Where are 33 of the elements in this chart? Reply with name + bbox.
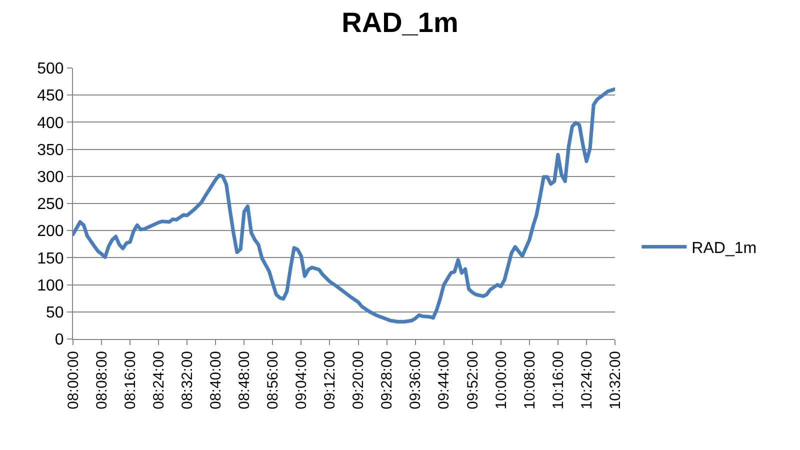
x-tick-label: 08:08:00 [93,351,110,410]
x-tick-label: 09:52:00 [464,351,482,410]
x-tick-label: 08:24:00 [150,351,168,410]
y-tick-label: 450 [37,88,64,105]
y-tick-label: 50 [46,304,64,322]
y-tick-label: 250 [37,196,64,214]
x-tick-label: 08:48:00 [236,351,254,410]
chart-title: RAD_1m [342,6,458,38]
x-tick-label: 09:12:00 [322,351,339,410]
y-tick-label: 350 [37,142,64,159]
y-tick-label: 500 [37,60,64,78]
x-tick-label: 08:32:00 [178,351,196,410]
x-tick-label: 08:40:00 [208,351,225,410]
y-tick-label: 150 [37,250,64,268]
x-tick-label: 09:44:00 [436,351,453,410]
x-tick-label: 08:56:00 [264,351,282,410]
x-tick-label: 09:36:00 [407,351,424,410]
x-tick-label: 08:16:00 [122,351,139,410]
x-tick-label: 10:00:00 [492,351,510,410]
x-tick-label: 09:04:00 [293,351,310,410]
x-tick-label: 10:16:00 [550,351,567,410]
y-tick-label: 300 [37,169,64,186]
x-tick-label: 09:20:00 [350,351,368,410]
legend-label: RAD_1m [692,240,757,257]
y-tick-label: 100 [37,277,64,294]
y-tick-label: 0 [54,332,64,349]
x-tick-label: 10:08:00 [521,351,538,410]
x-tick-label: 10:24:00 [578,351,596,410]
y-tick-label: 200 [37,223,64,240]
x-tick-label: 09:28:00 [378,351,396,410]
x-tick-label: 08:00:00 [64,351,82,410]
y-tick-label: 400 [37,114,64,132]
x-tick-label: 10:32:00 [606,351,624,410]
